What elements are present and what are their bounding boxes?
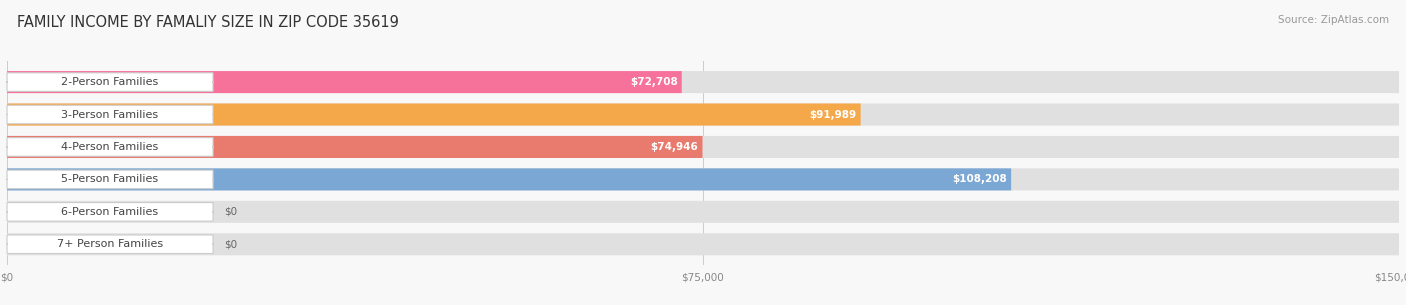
FancyBboxPatch shape: [7, 168, 1011, 190]
Text: $0: $0: [224, 207, 238, 217]
FancyBboxPatch shape: [7, 168, 1399, 190]
FancyBboxPatch shape: [7, 235, 214, 253]
FancyBboxPatch shape: [7, 136, 703, 158]
FancyBboxPatch shape: [7, 233, 1399, 255]
Text: $91,989: $91,989: [810, 109, 856, 120]
FancyBboxPatch shape: [7, 103, 1399, 126]
Text: 2-Person Families: 2-Person Families: [62, 77, 159, 87]
Text: Source: ZipAtlas.com: Source: ZipAtlas.com: [1278, 15, 1389, 25]
Text: $74,946: $74,946: [651, 142, 699, 152]
Text: 3-Person Families: 3-Person Families: [62, 109, 159, 120]
Text: 4-Person Families: 4-Person Families: [62, 142, 159, 152]
FancyBboxPatch shape: [7, 138, 214, 156]
FancyBboxPatch shape: [7, 73, 214, 92]
FancyBboxPatch shape: [7, 201, 1399, 223]
FancyBboxPatch shape: [7, 71, 1399, 93]
FancyBboxPatch shape: [7, 170, 214, 189]
Text: 5-Person Families: 5-Person Families: [62, 174, 159, 185]
Text: $108,208: $108,208: [952, 174, 1007, 185]
Text: $72,708: $72,708: [630, 77, 678, 87]
Text: 7+ Person Families: 7+ Person Families: [58, 239, 163, 249]
FancyBboxPatch shape: [7, 103, 860, 126]
FancyBboxPatch shape: [7, 71, 682, 93]
Text: 6-Person Families: 6-Person Families: [62, 207, 159, 217]
Text: FAMILY INCOME BY FAMALIY SIZE IN ZIP CODE 35619: FAMILY INCOME BY FAMALIY SIZE IN ZIP COD…: [17, 15, 399, 30]
FancyBboxPatch shape: [7, 136, 1399, 158]
FancyBboxPatch shape: [7, 105, 214, 124]
Text: $0: $0: [224, 239, 238, 249]
FancyBboxPatch shape: [7, 203, 214, 221]
